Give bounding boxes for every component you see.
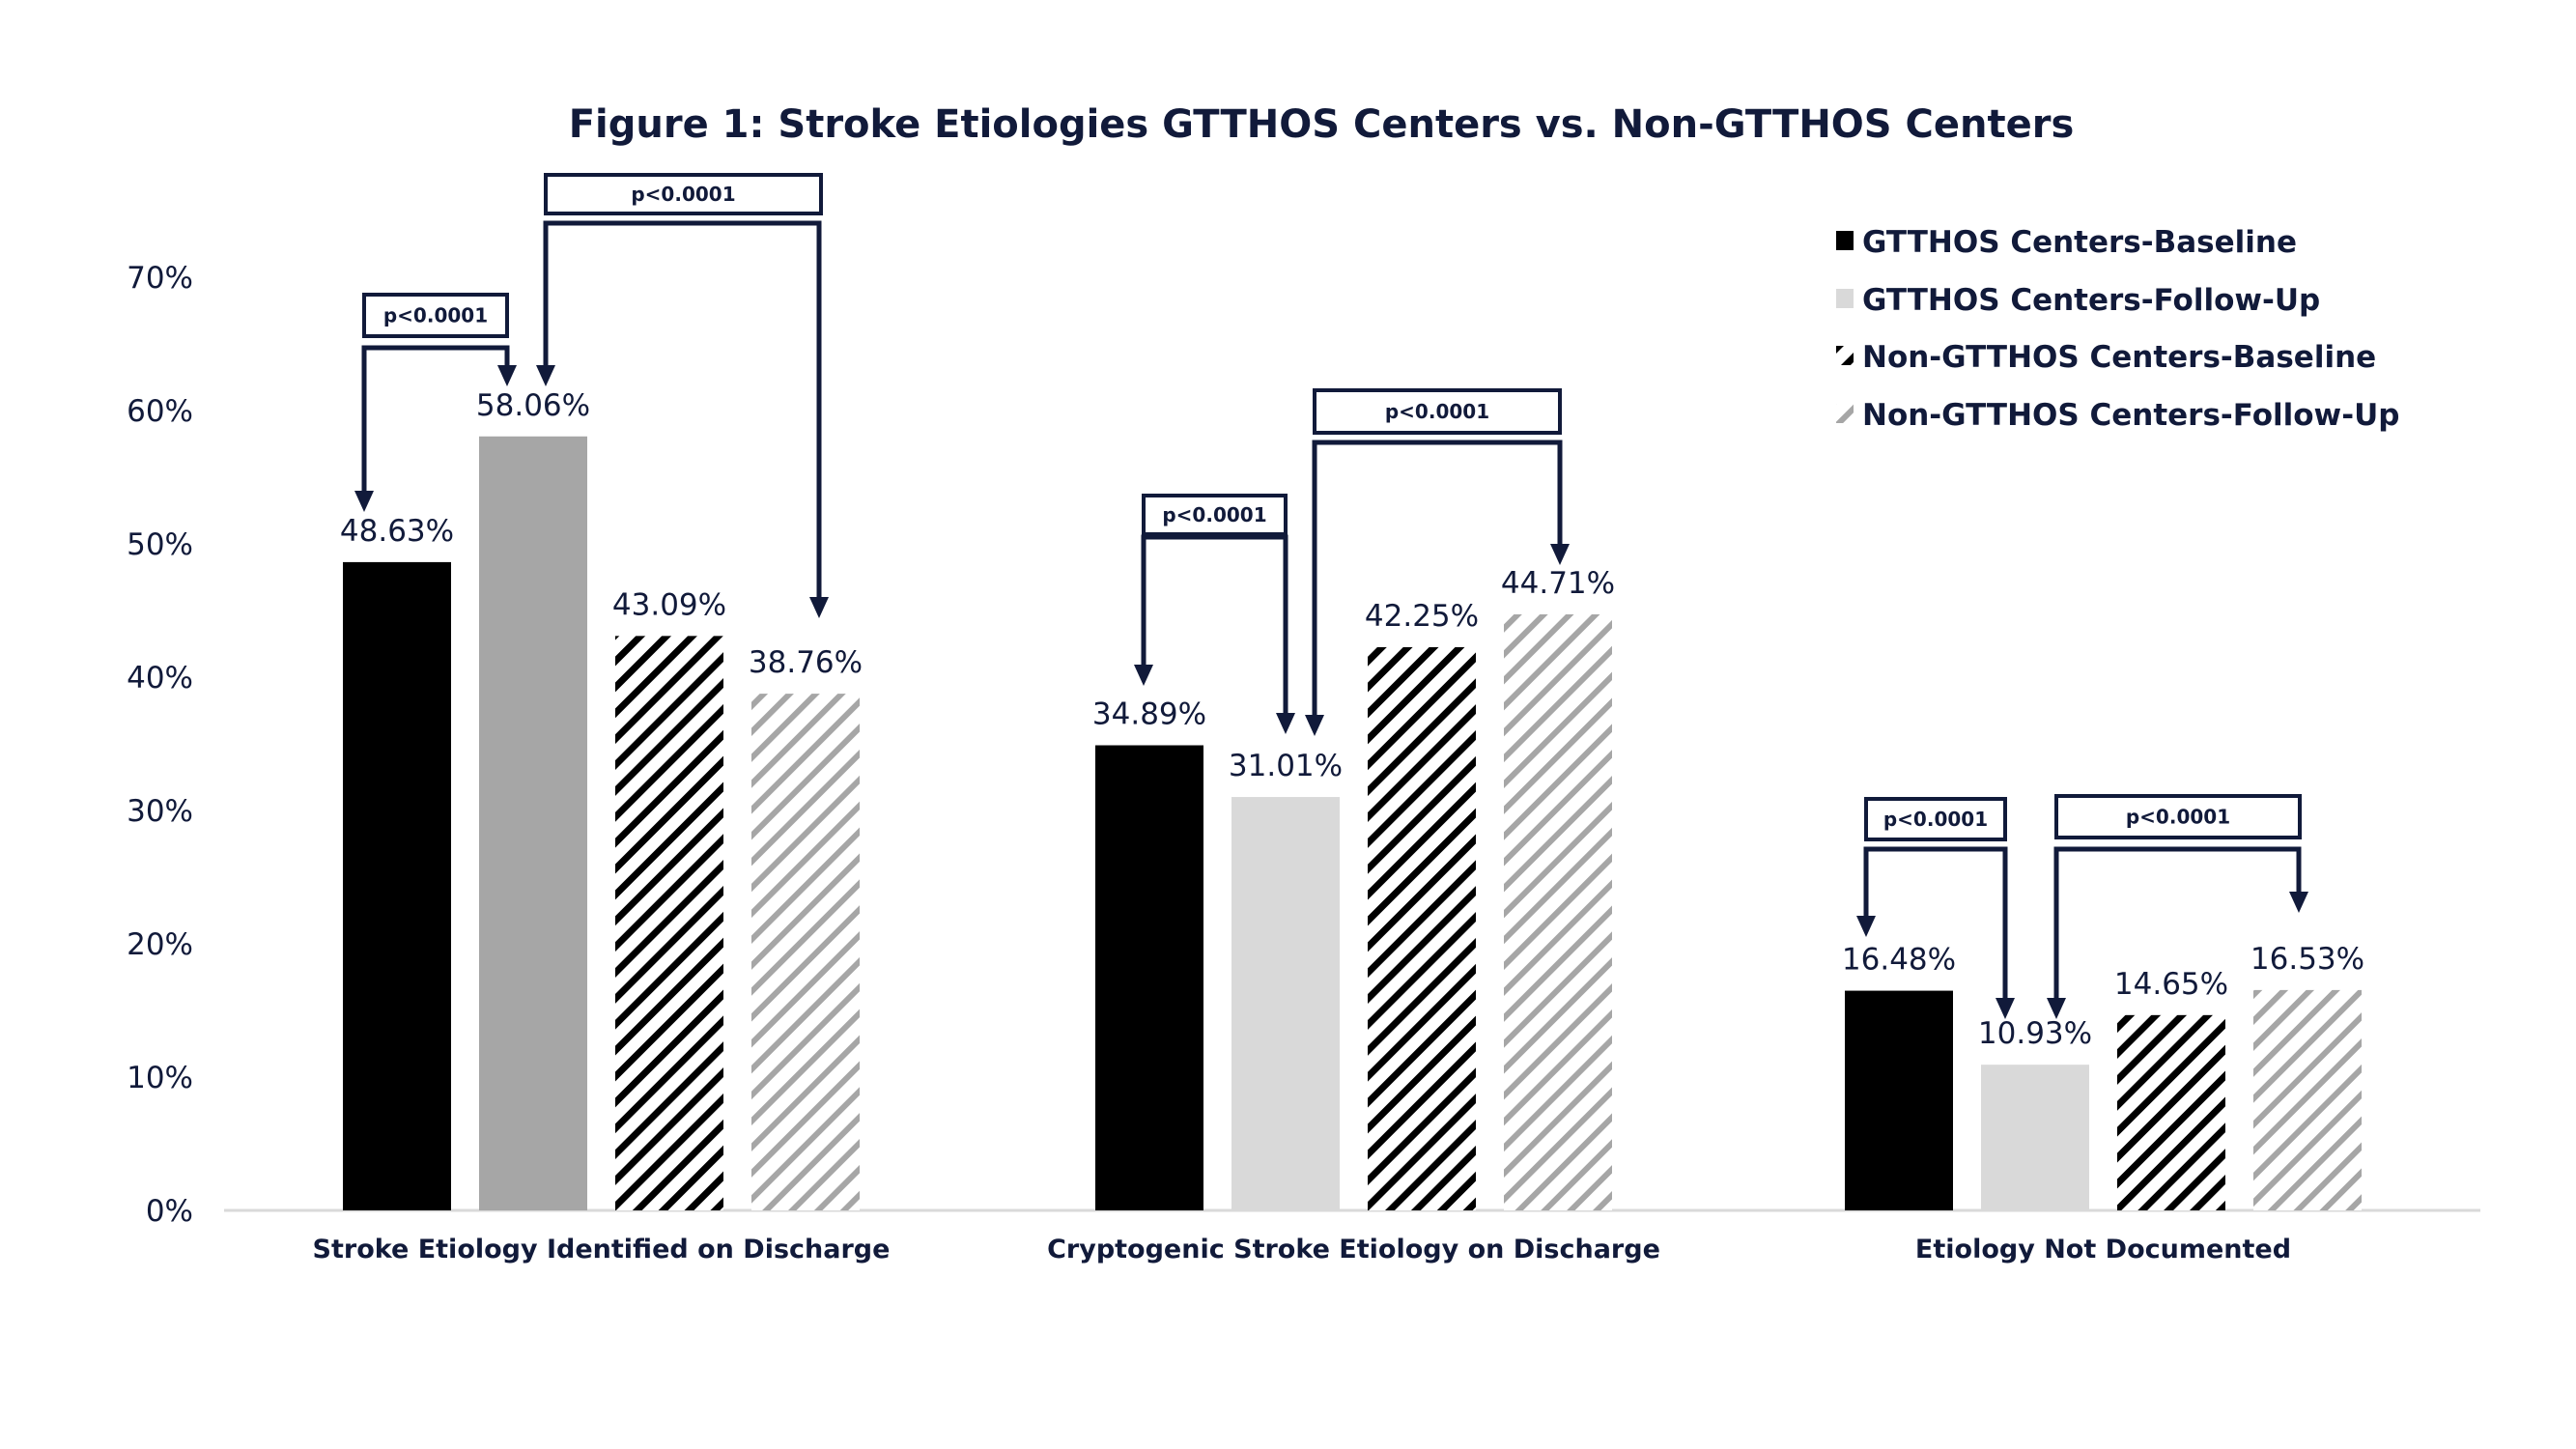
legend-swatch <box>1836 346 1854 365</box>
arrow-head-icon <box>809 597 829 618</box>
bracket-line <box>2053 846 2302 1000</box>
p-value-label: p<0.0001 <box>1385 400 1489 423</box>
bar <box>751 694 860 1210</box>
bracket-line <box>1141 534 1288 715</box>
arrow-head-icon <box>2047 998 2066 1019</box>
data-label: 48.63% <box>340 514 454 549</box>
bar <box>1231 797 1340 1210</box>
x-category-label: Etiology Not Documented <box>1915 1235 2291 1264</box>
data-label: 34.89% <box>1092 697 1206 732</box>
bar <box>2117 1014 2225 1210</box>
x-category-label: Stroke Etiology Identified on Discharge <box>313 1235 891 1264</box>
significance-annotations: p<0.0001 p<0.0001 p<0.0001 p<0.0001 p<0.0001… <box>354 173 2308 1019</box>
y-axis: 0% 10% 20% 30% 40% 50% 60% 70% <box>127 261 193 1229</box>
p-value-label: p<0.0001 <box>383 304 488 327</box>
data-label: 38.76% <box>749 645 863 680</box>
data-label: 16.53% <box>2250 942 2364 977</box>
bar <box>343 561 451 1210</box>
data-label: 44.71% <box>1501 566 1615 601</box>
legend-swatch <box>1836 404 1854 423</box>
y-tick-label: 50% <box>127 527 193 562</box>
legend-item: Non-GTTHOS Centers-Follow-Up <box>1836 398 2399 433</box>
p-value-annotation: p<0.0001 <box>1305 388 1570 736</box>
arrow-head-icon <box>497 365 517 386</box>
p-value-annotation: p<0.0001 <box>1856 797 2015 1019</box>
p-value-annotation: p<0.0001 <box>536 173 829 618</box>
arrow-head-icon <box>1134 665 1153 686</box>
y-tick-label: 0% <box>146 1194 193 1229</box>
legend-item: GTTHOS Centers-Follow-Up <box>1836 283 2320 318</box>
arrow-head-icon <box>354 491 374 512</box>
bar <box>615 636 723 1210</box>
data-label: 10.93% <box>1978 1016 2092 1051</box>
bracket-line <box>543 220 822 599</box>
legend-swatch <box>1836 231 1854 250</box>
p-value-label: p<0.0001 <box>1162 503 1266 526</box>
bracket-line <box>1863 846 2008 1000</box>
bar <box>479 436 587 1211</box>
arrow-head-icon <box>1276 713 1295 734</box>
arrow-head-icon <box>1305 715 1324 736</box>
chart-title: Figure 1: Stroke Etiologies GTTHOS Cente… <box>569 102 2075 147</box>
category-labels: Stroke Etiology Identified on Discharge C… <box>313 1235 2292 1264</box>
p-value-annotation: p<0.0001 <box>2047 794 2308 1019</box>
y-tick-label: 40% <box>127 661 193 696</box>
p-value-box <box>2054 794 2302 839</box>
y-tick-label: 30% <box>127 794 193 829</box>
legend-label: GTTHOS Centers-Baseline <box>1862 225 2297 260</box>
p-value-label: p<0.0001 <box>2126 806 2230 829</box>
bar <box>2253 989 2362 1210</box>
p-value-annotation: p<0.0001 <box>354 293 517 512</box>
p-value-box <box>362 293 509 338</box>
y-tick-label: 10% <box>127 1061 193 1095</box>
legend-swatch <box>1836 289 1854 308</box>
legend-item: GTTHOS Centers-Baseline <box>1836 225 2297 260</box>
p-value-box <box>544 173 823 215</box>
data-label: 14.65% <box>2114 967 2228 1002</box>
bars <box>343 436 2362 1211</box>
bar <box>1981 1065 2089 1210</box>
arrow-head-icon <box>2289 892 2308 913</box>
data-label: 16.48% <box>1842 943 1956 978</box>
bar <box>1504 614 1612 1210</box>
data-label: 43.09% <box>612 587 726 622</box>
y-tick-label: 20% <box>127 927 193 962</box>
bar <box>1845 990 1953 1210</box>
data-label: 31.01% <box>1229 749 1343 783</box>
data-label: 58.06% <box>476 388 590 423</box>
y-tick-label: 60% <box>127 394 193 429</box>
legend: GTTHOS Centers-Baseline GTTHOS Centers-Fo… <box>1836 225 2399 433</box>
p-value-annotation: p<0.0001 <box>1134 494 1295 734</box>
y-tick-label: 70% <box>127 261 193 296</box>
bracket-line <box>1312 440 1563 717</box>
data-label: 42.25% <box>1365 599 1479 634</box>
p-value-box <box>1142 494 1288 536</box>
p-value-label: p<0.0001 <box>1883 808 1988 831</box>
legend-label: Non-GTTHOS Centers-Baseline <box>1862 340 2376 375</box>
arrow-head-icon <box>1550 544 1570 565</box>
p-value-box <box>1864 797 2007 841</box>
p-value-box <box>1313 388 1562 435</box>
legend-label: Non-GTTHOS Centers-Follow-Up <box>1862 398 2399 433</box>
x-category-label: Cryptogenic Stroke Etiology on Discharge <box>1047 1235 1660 1264</box>
bar <box>1368 646 1476 1210</box>
legend-item: Non-GTTHOS Centers-Baseline <box>1836 340 2376 375</box>
arrow-head-icon <box>1996 998 2015 1019</box>
arrow-head-icon <box>1856 916 1876 937</box>
bar <box>1095 745 1203 1210</box>
bracket-line <box>361 345 510 493</box>
p-value-label: p<0.0001 <box>631 183 735 206</box>
arrow-head-icon <box>536 365 555 386</box>
value-labels: 48.63% 34.89% 16.48% 58.06% 31.01% 10.93% 43.0… <box>340 388 2364 1051</box>
legend-label: GTTHOS Centers-Follow-Up <box>1862 283 2320 318</box>
